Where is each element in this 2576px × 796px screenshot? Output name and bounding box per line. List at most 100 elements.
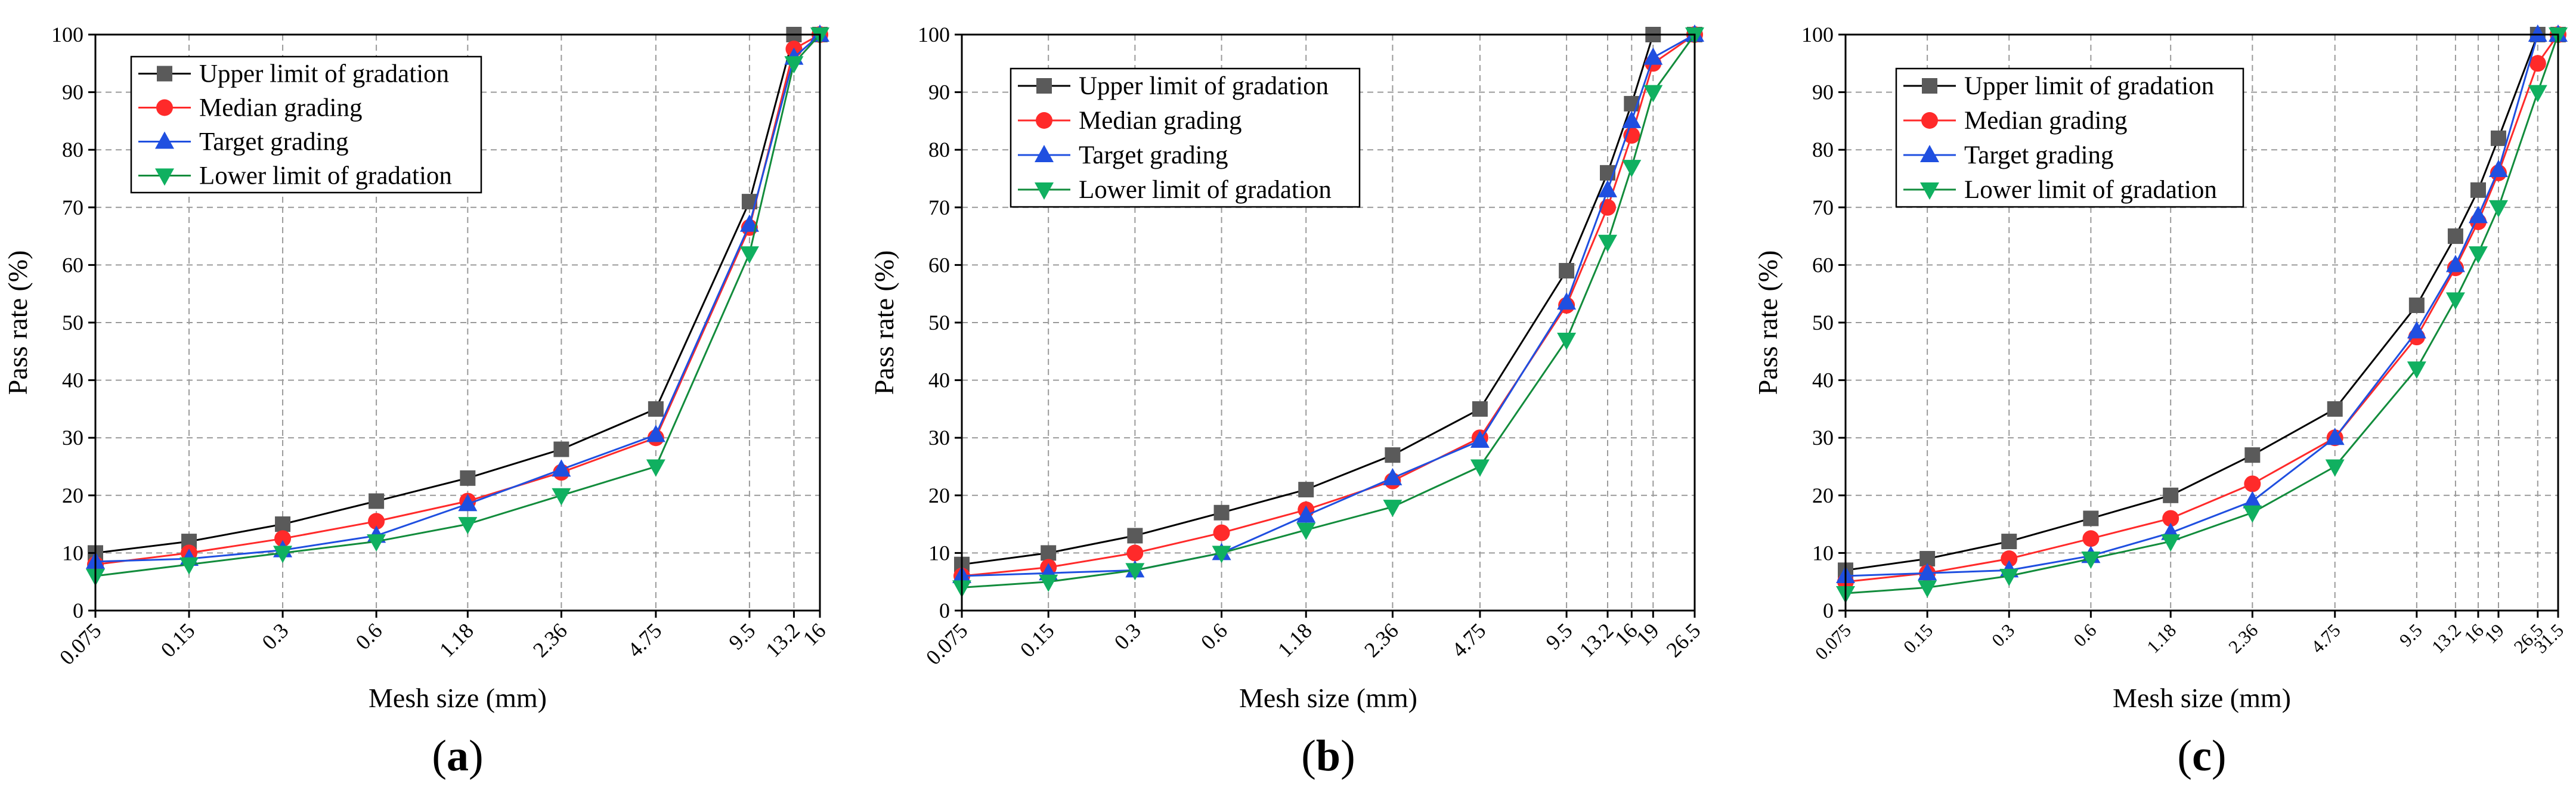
data-point: [1470, 430, 1490, 448]
legend-label: Lower limit of gradation: [199, 162, 452, 190]
x-tick-label: 0.075: [55, 618, 106, 670]
data-point: [1383, 500, 1402, 518]
data-point: [646, 459, 665, 477]
series-lower: [86, 27, 829, 587]
series-target: [952, 24, 1704, 584]
x-tick-label: 19: [2480, 620, 2508, 648]
data-point: [739, 214, 759, 232]
x-tick-label: 4.75: [2307, 620, 2345, 657]
data-point: [460, 470, 476, 486]
x-tick-label: 0.075: [1811, 620, 1855, 664]
y-tick-label: 20: [62, 484, 83, 507]
y-tick-label: 40: [62, 368, 83, 392]
x-axis-title: Mesh size (mm): [2113, 683, 2291, 713]
y-tick-label: 80: [928, 138, 950, 162]
data-point: [2407, 321, 2426, 339]
legend-label: Median grading: [1079, 107, 1241, 135]
panel-label: (b): [1301, 732, 1355, 780]
chart-panel-b: 0 10 20 30 40 50 60 70 80 90 100 0.075 0.15 0.3 0.6 1.…: [869, 23, 1705, 780]
legend-label: Upper limit of gradation: [1964, 72, 2214, 100]
y-tick-label: 90: [62, 80, 83, 104]
y-tick-label: 60: [928, 253, 950, 277]
data-point: [784, 56, 804, 74]
legend-entry-upper: Upper limit of gradation: [138, 60, 449, 88]
x-tick-label: 1.18: [435, 618, 478, 662]
x-tick-label: 2.36: [528, 618, 572, 662]
data-point: [2325, 459, 2345, 477]
y-tick-label: 70: [928, 196, 950, 219]
y-axis-title: Pass rate (%): [1753, 250, 1783, 395]
legend-entry-target: Target grading: [138, 128, 349, 156]
x-tick-label: 0.6: [351, 618, 387, 654]
y-tick-label: 100: [1801, 23, 1834, 47]
y-tick-label: 50: [928, 311, 950, 334]
data-point: [368, 513, 385, 530]
data-point: [1212, 546, 1231, 563]
data-point: [1296, 522, 1316, 540]
y-tick-label: 90: [1812, 80, 1834, 104]
legend-entry-target: Target grading: [1903, 141, 2114, 169]
legend-marker: [1922, 78, 1937, 94]
y-tick-label: 10: [62, 541, 83, 565]
data-point: [553, 441, 569, 457]
legend-marker: [155, 131, 174, 149]
series-layer: [952, 24, 1704, 598]
y-tick-label: 100: [51, 23, 83, 47]
x-tick-label: 2.36: [1360, 618, 1403, 662]
data-point: [1622, 110, 1642, 128]
y-tick-label: 30: [928, 426, 950, 450]
legend-box: [130, 55, 482, 194]
data-point: [458, 494, 478, 512]
data-point: [1598, 179, 1618, 197]
x-tick-label: 13.2: [2428, 620, 2465, 657]
x-tick-label: 1.18: [1273, 618, 1317, 662]
panel-label: (a): [432, 732, 483, 780]
legend-marker: [1036, 78, 1052, 94]
data-point: [2528, 24, 2547, 42]
legend-entry-upper: Upper limit of gradation: [1018, 72, 1329, 100]
data-point: [1598, 234, 1618, 252]
y-tick-label: 20: [1812, 484, 1834, 507]
legend-label: Median grading: [1964, 107, 2127, 135]
series-line: [95, 33, 820, 554]
data-point: [367, 534, 386, 552]
y-axis-ticks: 0 10 20 30 40 50 60 70 80 90 100: [51, 23, 95, 622]
panel-label-letter: a: [447, 732, 469, 780]
legend-entry-median: Median grading: [138, 94, 362, 122]
series-line: [961, 34, 1696, 589]
legend-label: Lower limit of gradation: [1964, 176, 2217, 204]
panel-label-close: ): [1340, 732, 1355, 780]
data-point: [2408, 298, 2425, 314]
data-point: [2244, 447, 2261, 463]
series-layer: [1836, 24, 2568, 604]
panel-label-close: ): [2212, 732, 2227, 780]
data-point: [1213, 524, 1230, 541]
data-point: [1918, 580, 1937, 598]
panel-label-letter: c: [2192, 732, 2212, 780]
data-point: [1472, 401, 1488, 417]
data-point: [2470, 182, 2486, 198]
legend-label: Target grading: [199, 128, 349, 156]
y-tick-label: 0: [1823, 599, 1834, 622]
panel-label-letter: b: [1316, 732, 1340, 780]
x-tick-label: 2.36: [2224, 620, 2262, 657]
legend-label: Target grading: [1964, 141, 2114, 169]
panel-label-close: ): [469, 732, 484, 780]
x-tick-label: 0.6: [2069, 620, 2100, 651]
series-line: [95, 33, 821, 577]
data-point: [1643, 85, 1663, 103]
data-point: [2082, 530, 2100, 547]
legend-entry-upper: Upper limit of gradation: [1903, 72, 2214, 100]
data-point: [179, 557, 199, 575]
panel-label: (c): [2177, 732, 2226, 780]
data-point: [1383, 467, 1402, 485]
x-axis-title: Mesh size (mm): [369, 683, 547, 713]
y-tick-label: 50: [62, 311, 83, 334]
data-point: [1470, 459, 1490, 477]
y-tick-label: 70: [1812, 196, 1834, 219]
series-upper: [1838, 27, 2566, 578]
x-tick-label: 16: [798, 618, 831, 651]
series-lower: [952, 27, 1704, 598]
